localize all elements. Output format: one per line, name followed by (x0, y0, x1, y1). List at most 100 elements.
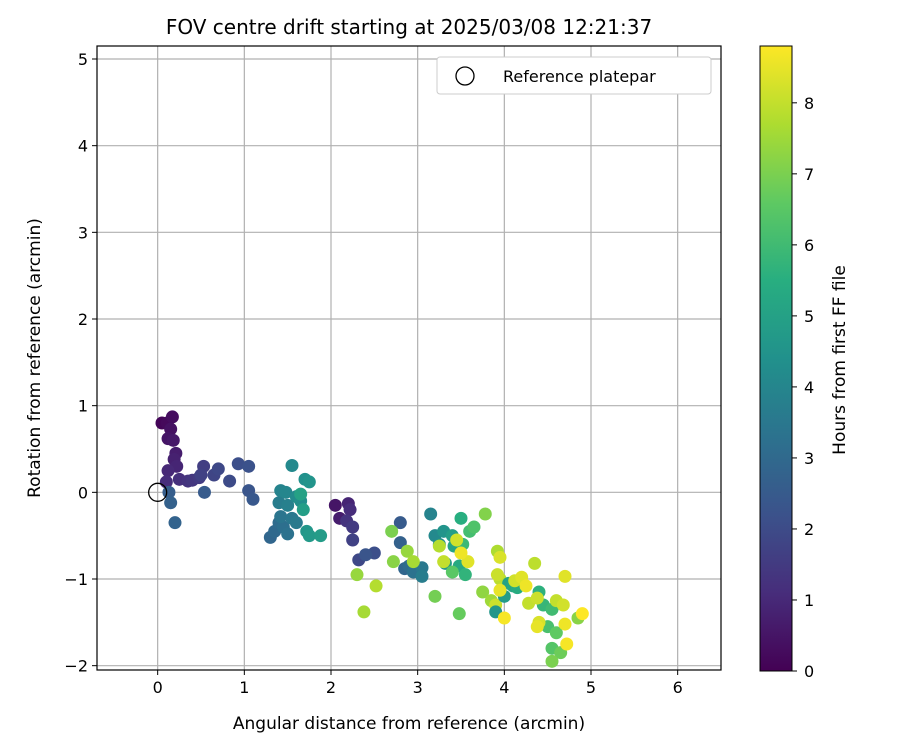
data-point (302, 475, 316, 489)
data-point (493, 583, 507, 597)
data-point (400, 544, 414, 558)
y-tick-label: 1 (78, 397, 88, 416)
data-point (549, 626, 563, 640)
data-point (476, 585, 490, 599)
data-point (386, 555, 400, 569)
data-point (393, 536, 407, 550)
data-point (246, 492, 260, 506)
data-point (231, 457, 245, 471)
data-point (432, 539, 446, 553)
y-tick-label: 3 (78, 223, 88, 242)
data-point (242, 459, 256, 473)
data-point (346, 533, 360, 547)
colorbar-tick-label: 5 (804, 307, 814, 326)
y-axis-label: Rotation from reference (arcmin) (25, 218, 45, 498)
data-point (556, 598, 570, 612)
data-point (424, 507, 438, 521)
colorbar-tick-label: 3 (804, 449, 814, 468)
data-point (168, 516, 182, 530)
data-point (452, 607, 466, 621)
x-tick-label: 6 (673, 678, 683, 697)
data-point (350, 568, 364, 582)
data-point (445, 565, 459, 579)
data-point (281, 498, 295, 512)
data-point (289, 516, 303, 530)
colorbar-label: Hours from first FF file (830, 265, 850, 455)
data-point (294, 487, 308, 501)
data-point (545, 654, 559, 668)
x-axis-ticks: 0 1 2 3 4 5 6 (153, 670, 683, 697)
y-tick-label: 5 (78, 50, 88, 69)
data-point (478, 507, 492, 521)
data-point (558, 569, 572, 583)
legend-box (436, 56, 712, 95)
data-point (415, 569, 429, 583)
data-point (296, 503, 310, 517)
data-point (281, 527, 295, 541)
y-axis-ticks: −2 −1 0 1 2 3 4 5 (64, 50, 97, 676)
x-tick-label: 4 (499, 678, 509, 697)
legend-reference-marker (455, 66, 475, 86)
x-tick-label: 5 (586, 678, 596, 697)
data-point (302, 529, 316, 543)
y-tick-label: 0 (78, 483, 88, 502)
data-point (454, 511, 468, 525)
data-point (497, 611, 511, 625)
x-tick-label: 0 (153, 678, 163, 697)
data-point (575, 607, 589, 621)
data-point (490, 568, 504, 582)
colorbar-gradient (759, 45, 793, 672)
data-point (197, 485, 211, 499)
data-point (346, 520, 360, 534)
data-point (328, 498, 342, 512)
data-point (454, 546, 468, 560)
data-point (461, 555, 475, 569)
data-point (530, 591, 544, 605)
legend-label: Reference platepar (503, 67, 656, 86)
legend: Reference platepar (436, 56, 712, 95)
data-point (406, 555, 420, 569)
x-tick-label: 3 (413, 678, 423, 697)
data-point (530, 620, 544, 634)
colorbar-tick-label: 4 (804, 378, 814, 397)
reference-marker-group (148, 482, 168, 502)
data-point (528, 556, 542, 570)
data-point (274, 510, 288, 524)
data-point (211, 462, 225, 476)
data-point (558, 617, 572, 631)
y-tick-label: −1 (64, 570, 88, 589)
data-point (343, 503, 357, 517)
x-axis-label: Angular distance from reference (arcmin) (233, 714, 585, 734)
data-points (155, 410, 589, 668)
colorbar-tick-label: 7 (804, 165, 814, 184)
data-point (165, 410, 179, 424)
data-point (437, 555, 451, 569)
data-point (194, 468, 208, 482)
data-point (369, 579, 383, 593)
y-tick-label: 2 (78, 310, 88, 329)
data-point (467, 520, 481, 534)
colorbar-ticks: 0 1 2 3 4 5 6 7 8 (792, 94, 814, 681)
x-tick-label: 1 (239, 678, 249, 697)
data-point (161, 464, 175, 478)
data-point (393, 516, 407, 530)
colorbar-tick-label: 1 (804, 591, 814, 610)
y-tick-label: 4 (78, 137, 88, 156)
data-point (560, 637, 574, 651)
data-point (458, 568, 472, 582)
data-point (493, 550, 507, 564)
data-point (519, 579, 533, 593)
colorbar-tick-label: 8 (804, 94, 814, 113)
data-point (428, 589, 442, 603)
data-point (314, 529, 328, 543)
data-point (223, 474, 237, 488)
reference-point-marker (148, 482, 168, 502)
data-point (357, 605, 371, 619)
data-point (166, 433, 180, 447)
colorbar-tick-label: 2 (804, 520, 814, 539)
data-point (279, 485, 293, 499)
chart-title: FOV centre drift starting at 2025/03/08 … (166, 15, 652, 39)
x-tick-label: 2 (326, 678, 336, 697)
data-point (164, 496, 178, 510)
